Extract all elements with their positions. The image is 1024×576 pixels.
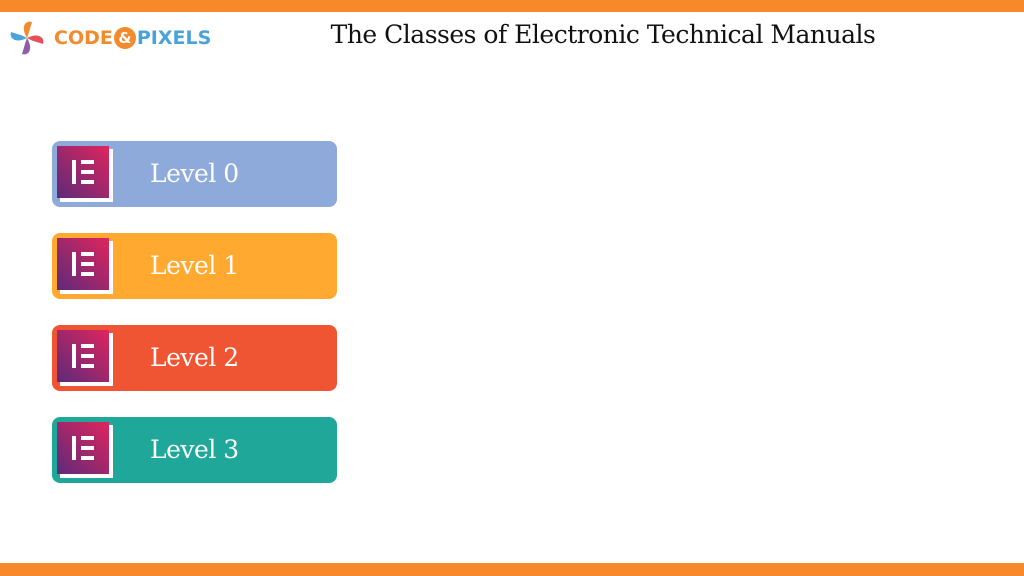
level-label: Level 2 [150, 343, 239, 372]
level-button[interactable]: Level 2 [52, 325, 337, 391]
logo-text: CODE [54, 27, 113, 49]
level-button[interactable]: Level 3 [52, 417, 337, 483]
logo-text: PIXELS [136, 27, 212, 49]
logo-amp: & [113, 27, 136, 49]
bottom-bar [0, 563, 1024, 576]
level-icon [57, 330, 113, 386]
level-button[interactable]: Level 0 [52, 141, 337, 207]
logo: CODE & PIXELS [6, 18, 211, 58]
level-button[interactable]: Level 1 [52, 233, 337, 299]
slide-title: The Classes of Electronic Technical Manu… [330, 20, 876, 49]
level-label: Level 3 [150, 435, 239, 464]
top-bar [0, 0, 1024, 12]
logo-mark [10, 21, 44, 55]
level-label: Level 0 [150, 159, 239, 188]
level-icon [57, 146, 113, 202]
level-label: Level 1 [150, 251, 239, 280]
level-icon [57, 238, 113, 294]
level-icon [57, 422, 113, 478]
